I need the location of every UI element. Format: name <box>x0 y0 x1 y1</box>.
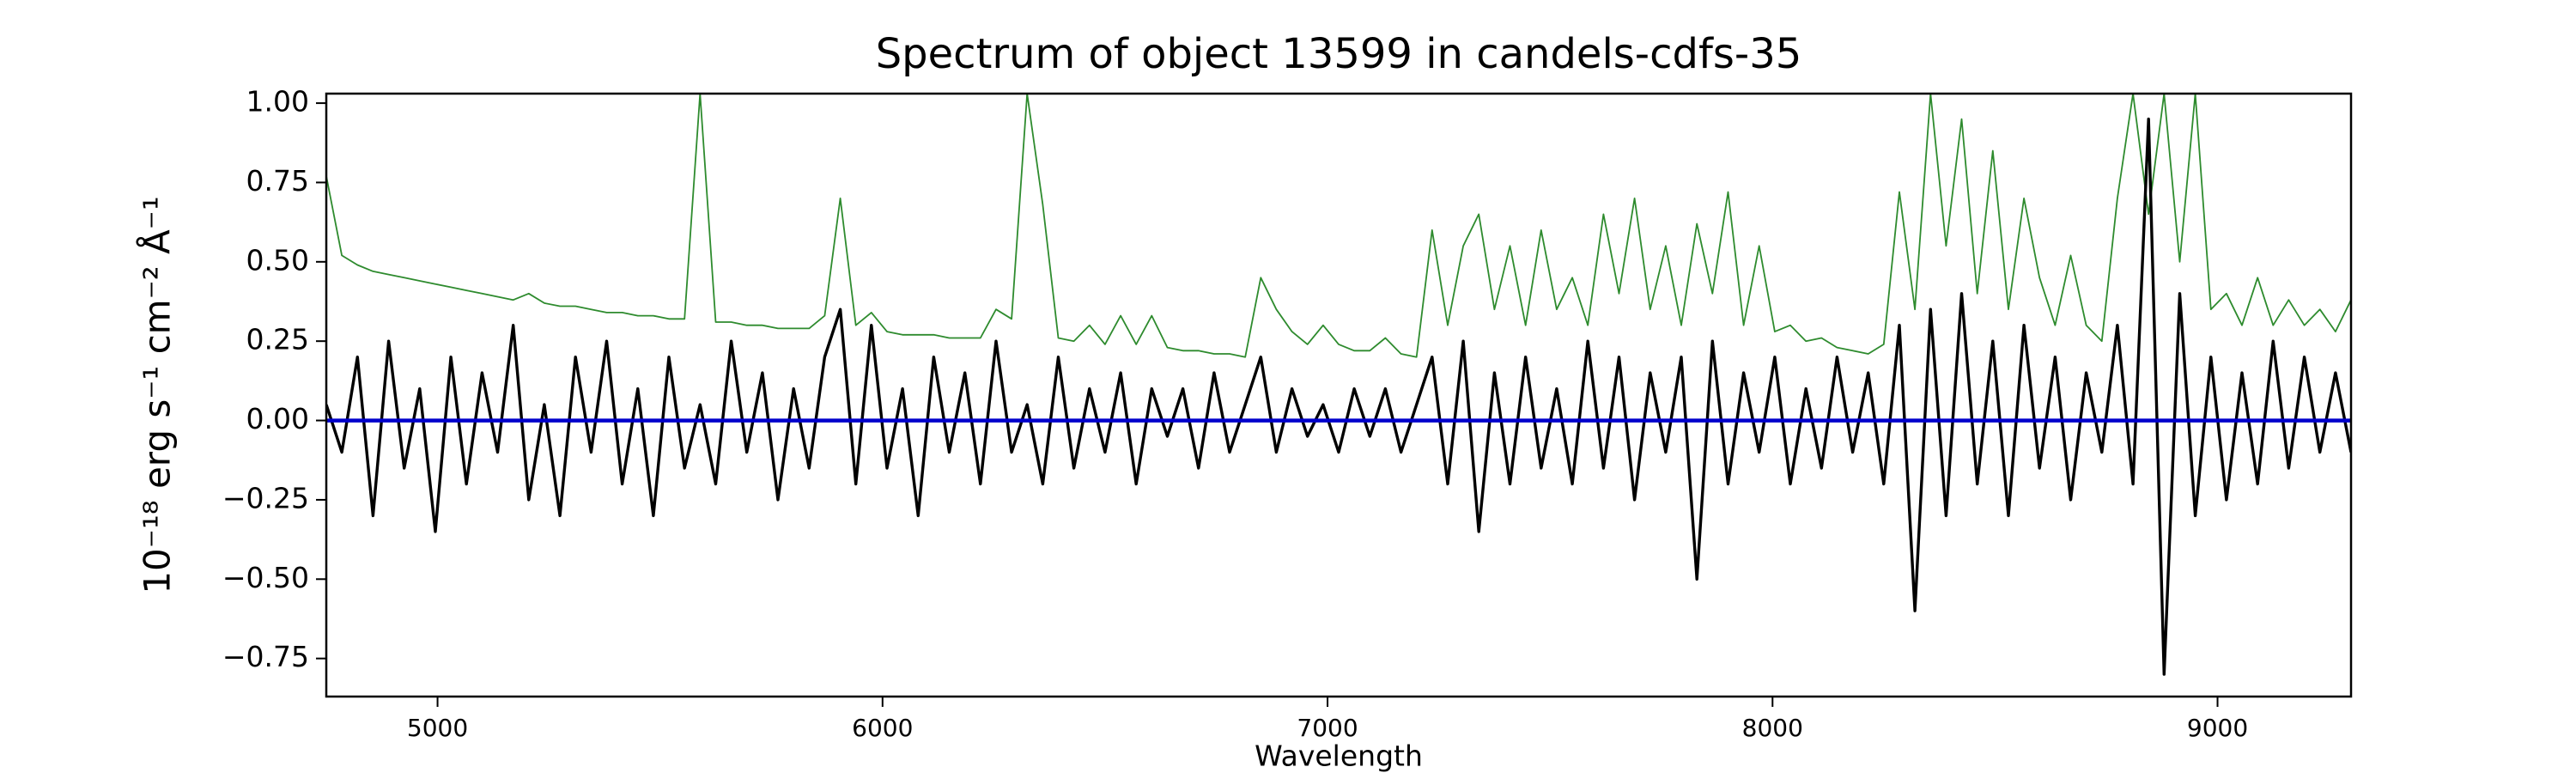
spectrum-line <box>326 117 2351 676</box>
y-tick-label: −0.25 <box>222 481 309 514</box>
y-tick-label: 0.00 <box>246 402 309 435</box>
plot-area <box>326 94 2351 676</box>
chart-title: Spectrum of object 13599 in candels-cdfs… <box>876 30 1802 78</box>
axes-frame <box>325 92 2353 698</box>
y-axis-label: 10⁻¹⁸ erg s⁻¹ cm⁻² Å⁻¹ <box>136 196 179 593</box>
x-tick-label: 8000 <box>1742 714 1803 742</box>
y-tick-label: 0.25 <box>246 323 309 356</box>
spectrum-line <box>326 94 2351 358</box>
y-tick-label: −0.75 <box>222 640 309 673</box>
y-tick-label: −0.50 <box>222 561 309 594</box>
y-tick-label: 0.50 <box>246 243 309 277</box>
x-axis-label: Wavelength <box>1255 740 1423 773</box>
y-tick-label: 0.75 <box>246 164 309 198</box>
x-tick-label: 9000 <box>2187 714 2248 742</box>
x-tick-label: 5000 <box>407 714 468 742</box>
x-tick-label: 7000 <box>1297 714 1358 742</box>
x-tick-label: 6000 <box>852 714 913 742</box>
y-tick-label: 1.00 <box>246 85 309 119</box>
